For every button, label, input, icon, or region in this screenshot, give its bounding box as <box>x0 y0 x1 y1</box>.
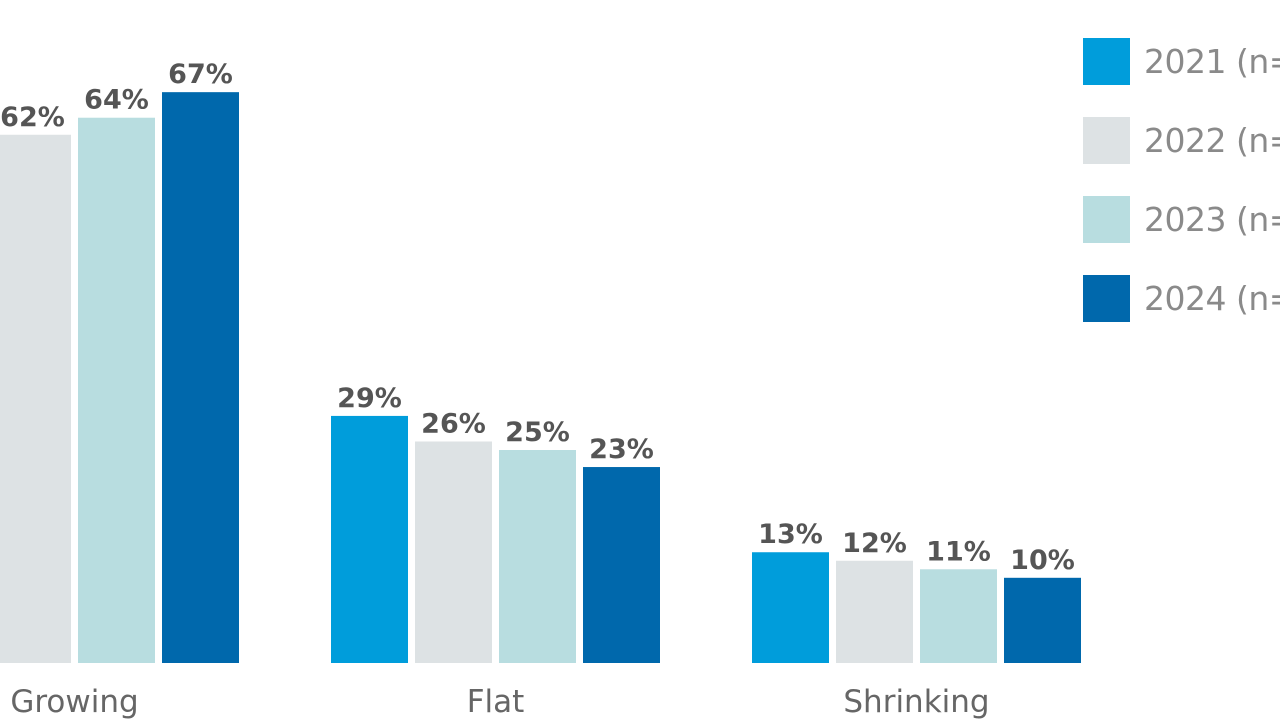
bar-flat-2021-n <box>331 415 408 663</box>
bar-growing-2022-n <box>0 134 71 663</box>
value-label-flat-2022-n: 26% <box>421 408 486 439</box>
legend-swatch-2024 <box>1083 275 1130 322</box>
legend-swatch-2022 <box>1083 117 1130 164</box>
value-label-flat-2021-n: 29% <box>337 383 402 414</box>
bar-growing-2024-n <box>162 92 239 663</box>
legend-label-2023: 2023 (n= <box>1144 200 1280 239</box>
legend-label-2021: 2021 (n= <box>1144 42 1280 81</box>
bar-shrinking-2024-n <box>1004 577 1081 663</box>
legend-label-2024: 2024 (n= <box>1144 279 1280 318</box>
bar-flat-2024-n <box>583 467 660 663</box>
value-label-flat-2024-n: 23% <box>589 434 654 465</box>
category-label-shrinking: Shrinking <box>843 684 989 720</box>
bar-shrinking-2021-n <box>752 552 829 663</box>
legend-label-2022: 2022 (n= <box>1144 121 1280 160</box>
bar-flat-2022-n <box>415 441 492 663</box>
bar-shrinking-2023-n <box>920 569 997 663</box>
bar-growing-2023-n <box>78 117 155 664</box>
value-label-growing-2023-n: 64% <box>84 85 149 116</box>
legend-item-2024: 2024 (n= <box>1083 275 1280 322</box>
legend-item-2022: 2022 (n= <box>1083 117 1280 164</box>
value-label-growing-2022-n: 62% <box>0 102 65 133</box>
legend-item-2023: 2023 (n= <box>1083 196 1280 243</box>
value-label-shrinking-2022-n: 12% <box>842 528 907 559</box>
value-label-flat-2023-n: 25% <box>505 417 570 448</box>
legend-item-2021: 2021 (n= <box>1083 38 1280 85</box>
value-label-shrinking-2024-n: 10% <box>1010 545 1075 576</box>
legend-swatch-2021 <box>1083 38 1130 85</box>
category-label-growing: Growing <box>10 684 138 720</box>
category-labels-group: Growing Flat Shrinking <box>10 684 989 720</box>
value-label-shrinking-2021-n: 13% <box>758 519 823 550</box>
legend: 2021 (n= 2022 (n= 2023 (n= 2024 (n= <box>1083 38 1280 354</box>
bar-shrinking-2022-n <box>836 560 913 663</box>
bars-group <box>0 92 1081 664</box>
legend-swatch-2023 <box>1083 196 1130 243</box>
value-labels-group: 62% 64% 67% 29% 26% 25% 23% 13% 12% 11% 10% <box>0 59 1075 576</box>
value-label-shrinking-2023-n: 11% <box>926 536 991 567</box>
category-label-flat: Flat <box>467 684 525 720</box>
value-label-growing-2024-n: 67% <box>168 59 233 90</box>
bar-flat-2023-n <box>499 450 576 663</box>
